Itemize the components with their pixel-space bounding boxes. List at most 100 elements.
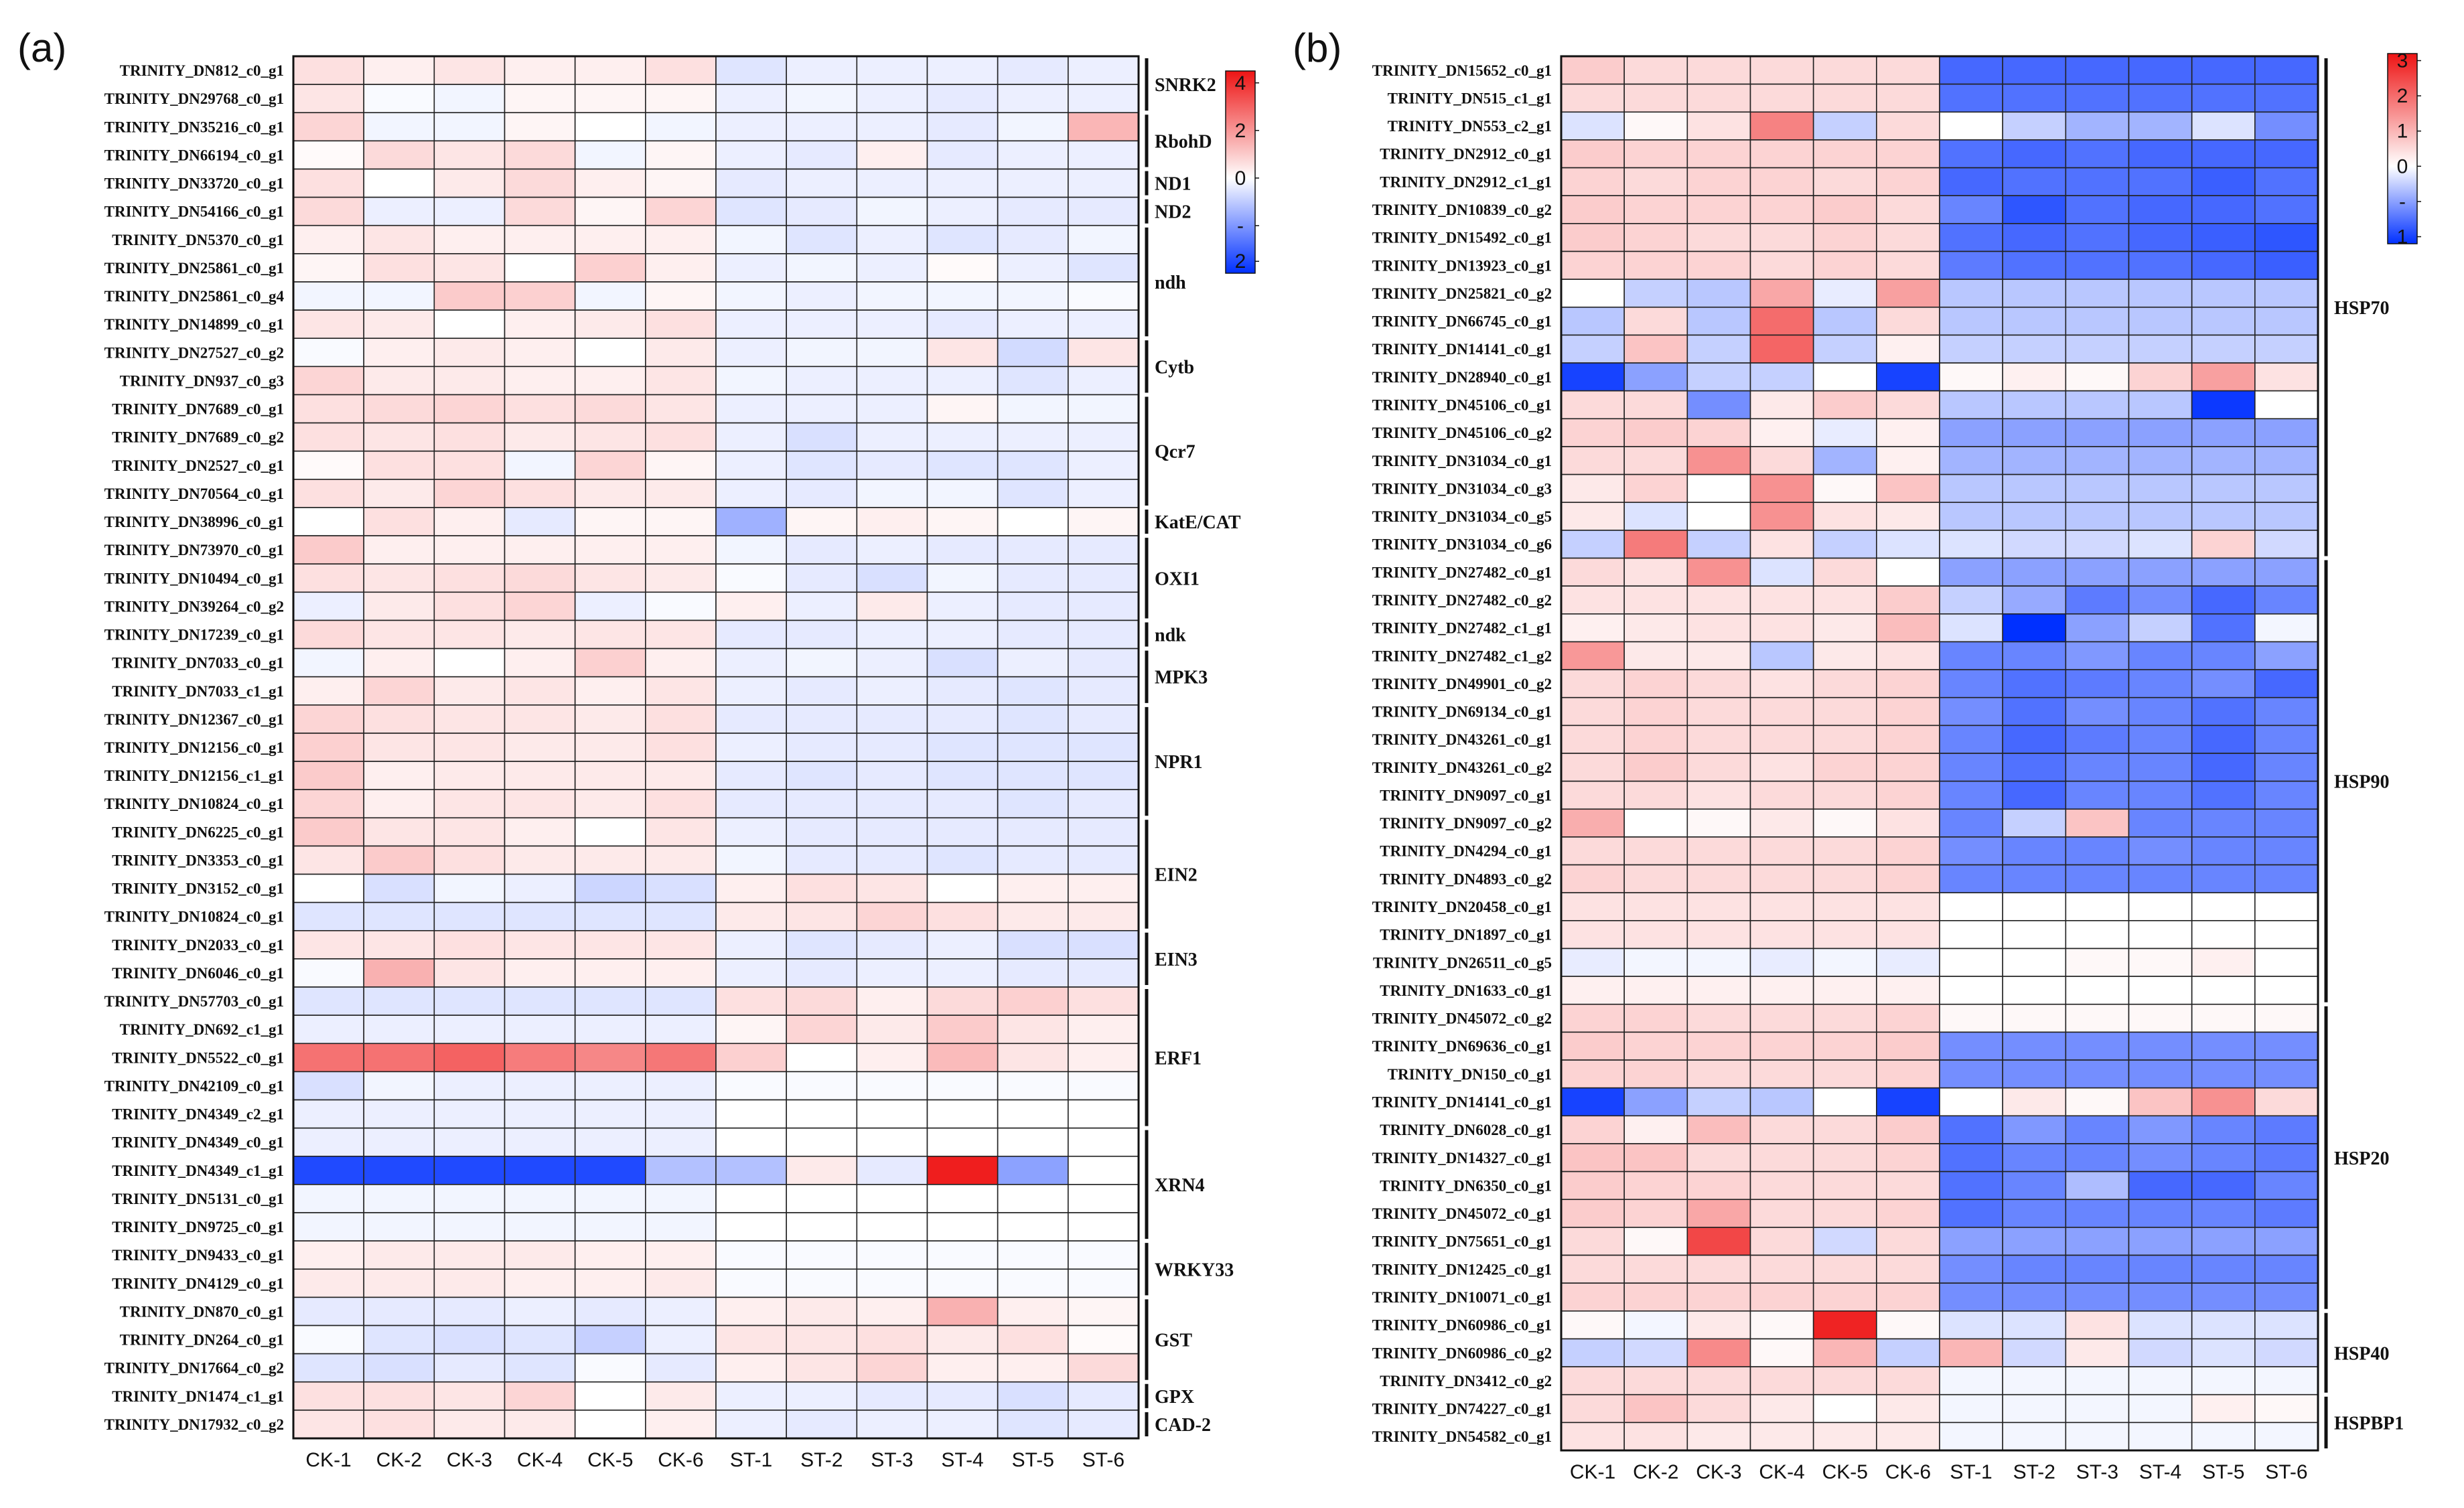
heatmap-cell	[1686, 864, 1751, 894]
heatmap-cell	[1939, 1115, 2003, 1144]
heatmap-cell	[997, 1240, 1069, 1270]
heatmap-cell	[363, 253, 435, 283]
group-label: GST	[1155, 1331, 1192, 1351]
heatmap-cell	[2254, 279, 2319, 308]
heatmap-cell	[2002, 83, 2067, 113]
heatmap-cell	[504, 535, 576, 565]
heatmap-cell	[715, 1043, 787, 1073]
heatmap-cell	[1068, 196, 1139, 226]
group-label: CAD-2	[1155, 1415, 1211, 1436]
heatmap-cell	[2254, 1003, 2319, 1033]
heatmap-cell	[293, 1410, 364, 1439]
heatmap-cell	[1623, 1366, 1688, 1396]
row-label: TRINITY_DN812_c0_g1	[120, 62, 284, 79]
heatmap-cell	[997, 1014, 1069, 1045]
heatmap-cell	[504, 1127, 576, 1157]
heatmap-cell	[856, 1071, 928, 1101]
heatmap-cell	[997, 789, 1069, 819]
heatmap-cell	[1749, 753, 1814, 782]
heatmap-cell	[2254, 1171, 2319, 1201]
heatmap-cell	[363, 422, 435, 452]
heatmap-cell	[2065, 725, 2130, 754]
row-label: TRINITY_DN33720_c0_g1	[104, 175, 284, 192]
heatmap-cell	[1876, 334, 1940, 364]
heatmap-cell	[2128, 1003, 2193, 1033]
heatmap-cell	[997, 1381, 1069, 1411]
heatmap-cell	[2128, 530, 2193, 559]
heatmap-cell	[363, 845, 435, 875]
heatmap-cell	[504, 563, 576, 593]
heatmap-cell	[926, 140, 999, 170]
heatmap-cell	[293, 196, 364, 226]
heatmap-cell	[2128, 696, 2193, 727]
heatmap-cell	[715, 112, 787, 142]
heatmap-cell	[715, 1268, 787, 1298]
heatmap-cell	[2128, 1254, 2193, 1284]
heatmap-cell	[1939, 976, 2003, 1005]
heatmap-cell	[2254, 976, 2319, 1005]
heatmap-cell	[997, 958, 1069, 988]
heatmap-cell	[504, 1268, 576, 1298]
heatmap-cell	[997, 281, 1069, 311]
heatmap-cell	[856, 1043, 928, 1073]
heatmap-cell	[1749, 725, 1814, 754]
heatmap-cell	[1068, 733, 1139, 762]
heatmap-cell	[1068, 563, 1139, 593]
heatmap-cell	[856, 619, 928, 650]
heatmap-cell	[1686, 1366, 1751, 1396]
heatmap-cell	[997, 1071, 1069, 1101]
heatmap-cell	[293, 1296, 364, 1327]
heatmap-cell	[997, 1268, 1069, 1298]
heatmap-cell	[1686, 780, 1751, 810]
row-label: TRINITY_DN60986_c0_g2	[1372, 1345, 1552, 1361]
heatmap-cell	[1749, 808, 1814, 838]
heatmap-cell	[363, 1410, 435, 1439]
heatmap-cell	[2191, 390, 2256, 420]
heatmap-cell	[715, 817, 787, 847]
heatmap-cell	[2191, 1227, 2256, 1256]
heatmap-cell	[2254, 557, 2319, 587]
heatmap-cell	[856, 281, 928, 311]
heatmap-cell	[2128, 613, 2193, 643]
heatmap-cell	[1876, 390, 1940, 420]
heatmap-cell	[2254, 167, 2319, 196]
heatmap-cell	[1812, 1115, 1877, 1144]
heatmap-cell	[1623, 1059, 1688, 1089]
heatmap-cell	[856, 196, 928, 226]
heatmap-cell	[504, 1353, 576, 1383]
heatmap-cell	[1068, 591, 1139, 621]
heatmap-cell	[2191, 1031, 2256, 1061]
heatmap-cell	[1686, 446, 1751, 475]
heatmap-cell	[1561, 473, 1625, 504]
heatmap-cell	[2002, 892, 2067, 921]
heatmap-cell	[856, 1325, 928, 1355]
heatmap-cell	[1686, 1282, 1751, 1312]
panel-a-label: (a)	[17, 25, 66, 70]
group-label: OXI1	[1155, 569, 1200, 589]
heatmap-cell	[293, 1071, 364, 1101]
heatmap-cell	[856, 1127, 928, 1157]
heatmap-cell	[1686, 1003, 1751, 1033]
heatmap-cell	[926, 873, 999, 903]
heatmap-cell	[997, 591, 1069, 621]
heatmap-cell	[1686, 83, 1751, 113]
row-label: TRINITY_DN17932_c0_g2	[104, 1416, 284, 1433]
heatmap-cell	[1068, 1325, 1139, 1355]
heatmap-cell	[1812, 1199, 1877, 1228]
heatmap-cell	[1812, 418, 1877, 447]
heatmap-cell	[1068, 676, 1139, 706]
heatmap-cell	[1068, 619, 1139, 650]
column-label: CK-2	[1633, 1461, 1678, 1483]
heatmap-cell	[2002, 362, 2067, 392]
heatmap-cell	[926, 929, 999, 960]
heatmap-cell	[2254, 1143, 2319, 1173]
heatmap-cell	[2128, 1059, 2193, 1089]
heatmap-cell	[786, 1353, 858, 1383]
heatmap-cell	[786, 140, 858, 170]
heatmap-cell	[2002, 111, 2067, 141]
heatmap-cell	[2065, 446, 2130, 475]
row-label: TRINITY_DN27482_c0_g1	[1372, 564, 1552, 581]
heatmap-cell	[1623, 892, 1688, 921]
heatmap-cell	[2254, 530, 2319, 559]
heatmap-cell	[645, 761, 717, 790]
